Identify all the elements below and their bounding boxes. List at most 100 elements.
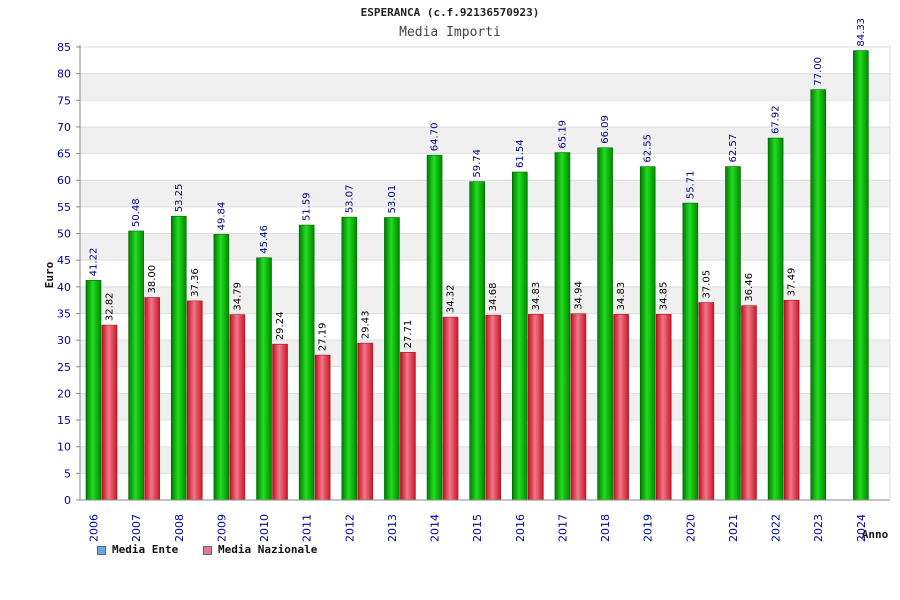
bar-label: 37.49 (787, 268, 798, 297)
bar-ente (810, 89, 827, 501)
bar-ente (426, 154, 443, 501)
bar-label: 64.70 (430, 123, 441, 152)
bar-ente (853, 50, 869, 501)
bar-nazionale (442, 316, 459, 501)
y-tick-label: 40 (57, 281, 71, 294)
bar-label: 37.36 (190, 268, 201, 297)
y-tick-label: 60 (57, 174, 71, 187)
bar-label: 27.19 (318, 322, 329, 351)
y-tick-label: 45 (57, 254, 71, 267)
y-tick-label: 35 (57, 307, 71, 320)
bar-label: 59.74 (472, 149, 483, 178)
bar-label: 55.71 (685, 170, 696, 199)
x-tick-label: 2011 (301, 514, 314, 542)
legend-item-nazionale: Media Nazionale (203, 543, 317, 556)
x-tick-label: 2020 (684, 514, 697, 542)
bar-label: 34.79 (232, 282, 243, 311)
bar-ente (128, 230, 144, 501)
bar-nazionale (314, 354, 331, 501)
y-tick-label: 5 (64, 467, 71, 480)
bar-label: 37.05 (701, 270, 712, 299)
bar-label: 34.85 (659, 282, 670, 311)
y-tick-label: 55 (57, 201, 71, 214)
y-tick-label: 10 (57, 441, 71, 454)
y-tick-label: 80 (57, 68, 71, 81)
bar-label: 27.71 (403, 320, 414, 349)
bar-ente (597, 147, 613, 501)
bar-ente (170, 215, 187, 501)
grid-band (80, 126, 890, 154)
x-axis-label: Anno (862, 528, 889, 541)
x-tick-label: 2006 (88, 514, 101, 542)
bar-ente (256, 257, 272, 501)
legend-item-ente: Media Ente (97, 543, 178, 556)
bar-label: 53.25 (174, 184, 185, 213)
chart-subtitle: Media Importi (399, 25, 501, 40)
bar-nazionale (272, 343, 288, 501)
x-tick-label: 2010 (258, 514, 271, 542)
bar-nazionale (229, 314, 246, 501)
bar-label: 53.01 (387, 185, 398, 214)
bar-ente (85, 280, 102, 501)
bar-label: 34.83 (531, 282, 542, 311)
y-tick-label: 75 (57, 94, 71, 107)
x-tick-label: 2021 (727, 514, 740, 542)
bar-ente (213, 234, 230, 501)
bar-nazionale (655, 313, 672, 501)
bar-label: 50.48 (131, 198, 142, 227)
y-tick-labels: 0 5 10 15 20 25 30 35 40 45 50 55 60 65 70 75 80 85 (57, 41, 71, 507)
bar-ente (469, 181, 485, 501)
bar-label: 66.09 (600, 115, 611, 144)
grid-band (80, 180, 890, 207)
grid-band (80, 73, 890, 101)
bar-label: 45.46 (259, 225, 270, 254)
x-tick-label: 2019 (642, 514, 655, 542)
x-tick-label: 2017 (556, 514, 569, 542)
bar-nazionale (613, 314, 629, 501)
x-tick-label: 2018 (599, 514, 612, 542)
bar-nazionale (570, 313, 587, 501)
y-tick-label: 50 (57, 228, 71, 241)
bar-nazionale (783, 299, 800, 501)
bar-label: 34.94 (573, 281, 584, 310)
bar-ente (725, 166, 741, 501)
bar-label: 51.59 (302, 192, 313, 221)
axes (79, 45, 891, 501)
bar-ente (298, 224, 315, 501)
bar-label: 53.07 (344, 185, 355, 214)
bar-label: 34.68 (488, 283, 499, 312)
bar-nazionale (101, 324, 118, 501)
y-tick-label: 85 (57, 41, 71, 54)
bar-label: 67.92 (771, 105, 782, 134)
bar-nazionale (186, 300, 203, 501)
bar-label: 29.24 (275, 312, 286, 341)
y-tick-label: 70 (57, 121, 71, 134)
bar-ente (341, 216, 358, 501)
bar-ente (682, 202, 699, 501)
legend-label-ente: Media Ente (112, 543, 179, 556)
y-tick-label: 30 (57, 334, 71, 347)
bar-label: 34.32 (446, 284, 457, 313)
x-tick-label: 2012 (343, 514, 356, 542)
bar-label: 61.54 (515, 139, 526, 168)
x-tick-label: 2016 (514, 514, 527, 542)
bar-ente (767, 137, 784, 501)
bar-nazionale (741, 305, 757, 501)
x-tick-label: 2009 (215, 514, 228, 542)
bar-label: 41.22 (89, 248, 100, 277)
bar-label: 32.82 (105, 292, 116, 321)
bar-label: 84.33 (856, 18, 867, 47)
bar-nazionale (698, 302, 715, 501)
y-axis-label: Euro (43, 261, 56, 288)
x-tick-label: 2022 (770, 514, 783, 542)
bar-nazionale (400, 352, 416, 501)
y-tick-label: 65 (57, 148, 71, 161)
bar-label: 62.55 (643, 134, 654, 163)
x-tick-label: 2007 (130, 514, 143, 542)
bar-label: 62.57 (728, 134, 739, 163)
legend-swatch-nazionale (203, 545, 212, 555)
bar-ente (512, 171, 528, 501)
x-tick-label: 2008 (173, 514, 186, 542)
bar-label: 49.84 (216, 202, 227, 231)
